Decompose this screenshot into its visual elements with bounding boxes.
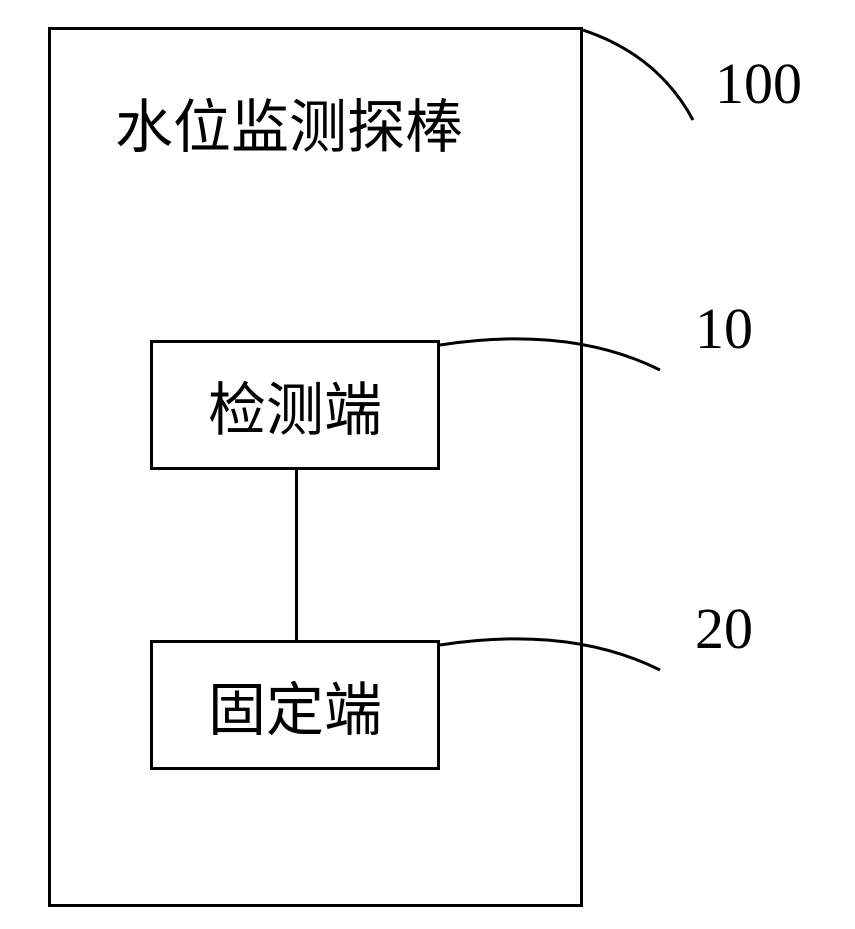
- leader-arc-10: [440, 305, 705, 415]
- diagram-title: 水位监测探棒: [115, 80, 463, 164]
- label-10: 10: [695, 295, 753, 362]
- leader-arc-20: [440, 605, 705, 715]
- leader-arc-100: [583, 25, 733, 145]
- label-20: 20: [695, 595, 753, 662]
- connector-detect-fixed: [295, 470, 298, 640]
- node-detect: 检测端: [150, 340, 440, 470]
- node-fixed-text: 固定端: [208, 663, 382, 747]
- node-detect-text: 检测端: [208, 363, 382, 447]
- label-100: 100: [715, 50, 802, 117]
- node-fixed: 固定端: [150, 640, 440, 770]
